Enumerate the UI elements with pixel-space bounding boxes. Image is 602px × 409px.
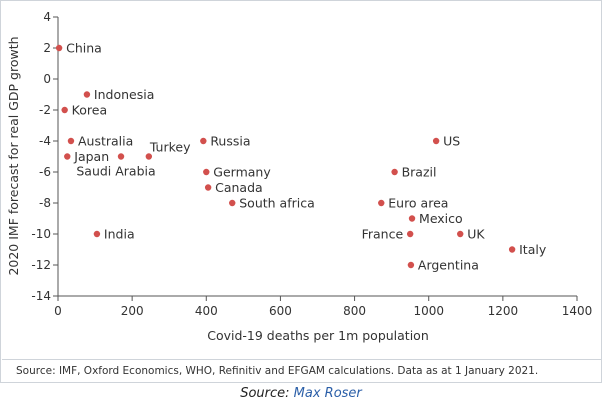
x-tick-label: 200	[121, 304, 144, 318]
x-tick-label: 600	[269, 304, 292, 318]
point-label: Japan	[73, 149, 109, 164]
x-tick-label: 1200	[488, 304, 519, 318]
point-label: Euro area	[388, 196, 448, 211]
data-point	[508, 246, 516, 253]
y-tick-label: -12	[31, 258, 51, 272]
data-point	[203, 168, 210, 176]
data-point	[93, 230, 101, 238]
data-point	[457, 230, 464, 238]
point-label: Brazil	[402, 165, 437, 180]
point-label: Argentina	[418, 258, 479, 273]
data-point	[64, 153, 71, 160]
source-bar: Source: IMF, Oxford Economics, WHO, Refi…	[2, 359, 602, 383]
y-tick-label: 0	[43, 72, 51, 86]
point-label: Germany	[213, 165, 271, 180]
y-tick-label: -6	[39, 165, 51, 179]
data-point	[145, 153, 153, 160]
point-label: South africa	[239, 196, 315, 211]
point-label: Korea	[72, 103, 107, 118]
point-label: US	[443, 134, 460, 149]
point-label: China	[66, 41, 102, 56]
y-axis-title: 2020 IMF forecast for real GDP growth	[6, 36, 21, 275]
y-tick-label: -2	[39, 103, 51, 117]
data-point	[432, 137, 440, 145]
image-credit: Source: Max Roser	[0, 386, 602, 401]
point-label: Canada	[215, 180, 263, 195]
y-tick-label: -10	[31, 227, 51, 241]
axes	[57, 17, 577, 297]
data-point	[406, 230, 414, 238]
data-point	[83, 91, 91, 98]
data-point	[55, 44, 63, 52]
point-label: France	[362, 227, 404, 242]
y-tick-label: 2	[43, 41, 51, 55]
data-point	[391, 168, 398, 176]
x-tick-label: 0	[54, 304, 62, 318]
y-tick-label: 4	[43, 10, 51, 24]
x-tick-label: 800	[343, 304, 366, 318]
data-point	[200, 137, 207, 145]
x-tick-label: 1000	[413, 304, 444, 318]
y-tick-label: -8	[39, 196, 51, 210]
point-label: Italy	[519, 242, 547, 257]
point-label: Indonesia	[94, 87, 154, 102]
y-tick-label: -14	[31, 289, 51, 303]
chart-frame: 4 2 0 -2 -4 -6 -8 -10 -12 -14 0 200 400 600 800 1000 120…	[0, 0, 602, 383]
credit-link[interactable]: Max Roser	[293, 386, 362, 401]
data-point	[378, 199, 385, 207]
point-label: India	[104, 227, 135, 242]
data-point	[117, 153, 125, 160]
source-note: Source: IMF, Oxford Economics, WHO, Refi…	[16, 365, 539, 377]
point-label: Russia	[210, 134, 250, 149]
data-point	[204, 184, 212, 191]
point-label: Australia	[78, 134, 133, 149]
point-label: Mexico	[419, 211, 463, 226]
x-tick-label: 1400	[562, 304, 593, 318]
scatter-chart: 420-2-4-6-8-10-12-140 200 400 600 800 1000 120…	[6, 10, 592, 343]
x-tick-label: 400	[195, 304, 218, 318]
y-tick-label: -4	[39, 134, 51, 148]
data-point	[67, 137, 75, 145]
credit-prefix: Source:	[240, 386, 294, 401]
point-label: Saudi Arabia	[76, 164, 155, 179]
data-point	[407, 261, 415, 269]
axis-ticks: 420-2-4-6-8-10-12-140 200 400 600 800 1000 120…	[31, 10, 592, 318]
data-point	[408, 215, 416, 222]
data-point	[229, 199, 236, 207]
point-label: UK	[467, 227, 485, 242]
data-point	[61, 106, 68, 114]
x-axis-title: Covid-19 deaths per 1m population	[207, 328, 429, 343]
point-label: Turkey	[149, 140, 191, 155]
